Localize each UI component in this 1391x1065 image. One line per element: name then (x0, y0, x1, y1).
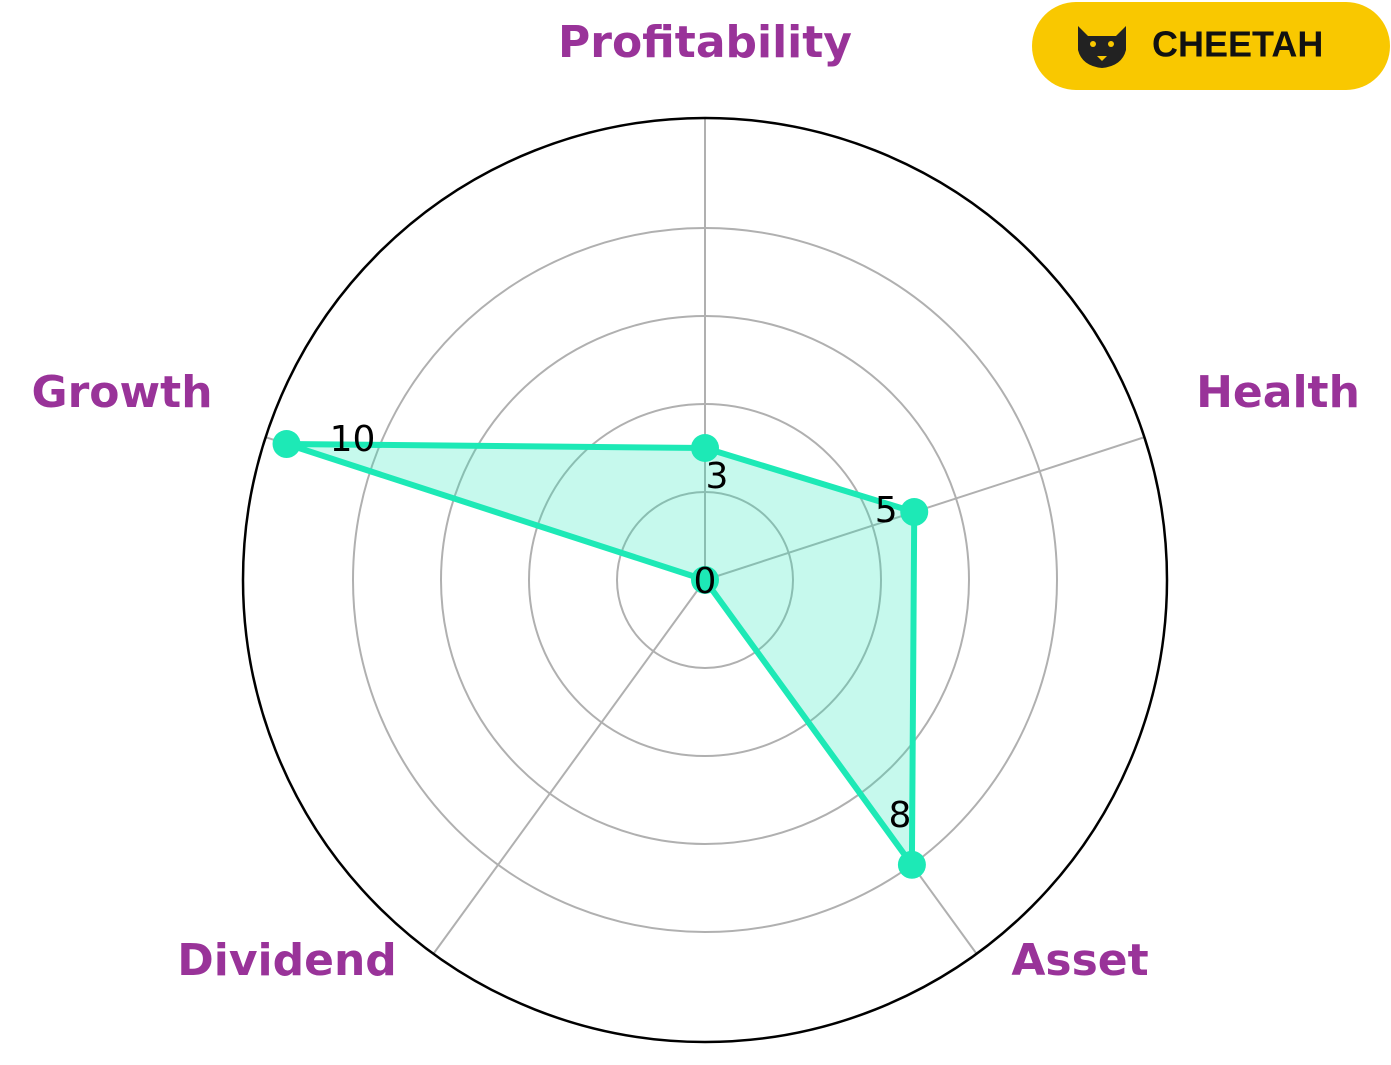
cheetah-icon (1078, 26, 1126, 68)
data-point (691, 566, 719, 594)
brand-name: CHEETAH (1152, 24, 1323, 65)
value-label: 3 (706, 456, 729, 497)
data-point (691, 434, 719, 462)
category-label: Asset (1011, 935, 1148, 986)
data-point (272, 430, 301, 459)
value-label: 5 (875, 490, 898, 531)
radar-area (283, 441, 918, 868)
category-label: Health (1196, 367, 1360, 418)
value-label: 0 (694, 561, 717, 602)
badge-background (1032, 2, 1390, 90)
value-label: 8 (888, 795, 911, 836)
spoke (432, 579, 706, 955)
data-point (900, 498, 929, 527)
category-label: Growth (31, 367, 212, 418)
outer-frame (241, 116, 1169, 1044)
brand-badge: CHEETAH (1032, 2, 1390, 90)
category-label: Profitability (558, 17, 852, 68)
value-label: 10 (330, 419, 376, 460)
data-point (897, 850, 926, 879)
category-label: Dividend (177, 935, 397, 986)
